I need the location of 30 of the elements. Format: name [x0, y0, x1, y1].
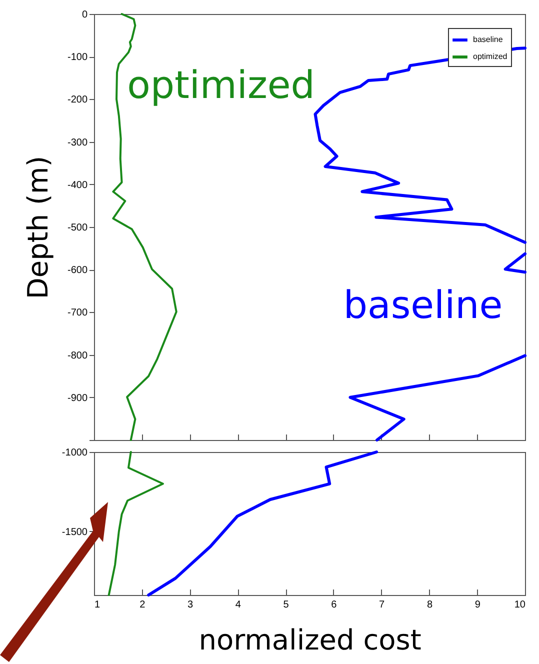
annotation: baseline [343, 283, 503, 327]
legend-label: optimized [473, 52, 508, 61]
y-tick-label: 0 [82, 10, 88, 20]
x-tick-label: 4 [235, 600, 242, 610]
x-tick-label: 1 [94, 600, 100, 610]
y-tick-label: -900 [67, 392, 88, 404]
y-tick-label: -400 [67, 180, 88, 191]
x-tick-label: 5 [283, 600, 290, 610]
line-series [108, 451, 164, 596]
y-tick-label: -500 [67, 222, 88, 234]
x-tick-label: 8 [426, 600, 433, 610]
x-tick-label: 2 [140, 600, 146, 610]
y-tick-label: -100 [67, 52, 88, 64]
x-tick-label: 3 [187, 600, 194, 610]
y-tick-label: -700 [67, 308, 88, 319]
x-tick-label: 10 [514, 600, 526, 610]
y-tick-label: -200 [67, 94, 88, 106]
line-series [147, 450, 378, 596]
y-tick-label: -600 [67, 265, 88, 276]
x-tick-label: 6 [331, 600, 338, 610]
annotation: optimized [127, 63, 315, 107]
x-axis-title: normalized cost [198, 624, 422, 656]
x-tick-label: 7 [379, 600, 386, 610]
x-tick-label: 9 [474, 600, 481, 610]
y-tick-label: -800 [67, 350, 88, 362]
y-axis-title: Depth (m) [21, 156, 54, 300]
y-tick-label: -300 [67, 137, 88, 148]
legend-label: baseline [473, 35, 504, 44]
y-tick-label: -1500 [62, 526, 88, 538]
y-tick-label: -1000 [62, 448, 88, 458]
